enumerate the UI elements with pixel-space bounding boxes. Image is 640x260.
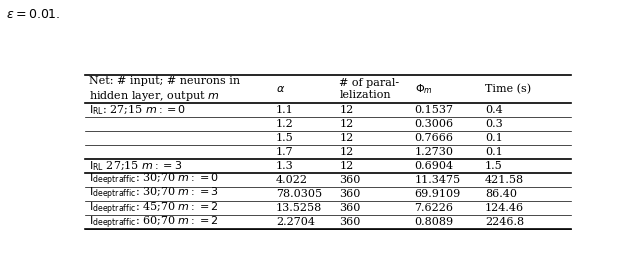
Text: $\mathrm{I_{deeptraffic}}$: 30;70 $m := 0$: $\mathrm{I_{deeptraffic}}$: 30;70 $m := …: [89, 172, 219, 188]
Text: $\Phi_m$: $\Phi_m$: [415, 82, 433, 96]
Text: 124.46: 124.46: [485, 203, 524, 213]
Text: 360: 360: [339, 175, 360, 185]
Text: 0.8089: 0.8089: [415, 217, 454, 228]
Text: 2246.8: 2246.8: [485, 217, 524, 228]
Text: 1.5: 1.5: [276, 133, 294, 143]
Text: $\epsilon = 0.01.$: $\epsilon = 0.01.$: [6, 8, 61, 21]
Text: 0.1537: 0.1537: [415, 105, 454, 115]
Text: 7.6226: 7.6226: [415, 203, 454, 213]
Text: 360: 360: [339, 203, 360, 213]
Text: 0.7666: 0.7666: [415, 133, 454, 143]
Text: 0.3: 0.3: [485, 119, 503, 129]
Text: $\mathrm{I_{deeptraffic}}$: 60;70 $m := 2$: $\mathrm{I_{deeptraffic}}$: 60;70 $m := …: [89, 214, 218, 231]
Text: $\mathrm{I_{deeptraffic}}$: 30;70 $m := 3$: $\mathrm{I_{deeptraffic}}$: 30;70 $m := …: [89, 186, 219, 203]
Text: 2.2704: 2.2704: [276, 217, 315, 228]
Text: 12: 12: [339, 119, 353, 129]
Text: 1.2: 1.2: [276, 119, 294, 129]
Text: 78.0305: 78.0305: [276, 189, 322, 199]
Text: 0.6904: 0.6904: [415, 161, 454, 171]
Text: $\mathrm{I_{deeptraffic}}$: 45;70 $m := 2$: $\mathrm{I_{deeptraffic}}$: 45;70 $m := …: [89, 200, 218, 217]
Text: 360: 360: [339, 217, 360, 228]
Text: 4.022: 4.022: [276, 175, 308, 185]
Text: 0.4: 0.4: [485, 105, 503, 115]
Text: 12: 12: [339, 147, 353, 157]
Text: 13.5258: 13.5258: [276, 203, 323, 213]
Text: 12: 12: [339, 161, 353, 171]
Text: 1.7: 1.7: [276, 147, 294, 157]
Text: 86.40: 86.40: [485, 189, 517, 199]
Text: 421.58: 421.58: [485, 175, 524, 185]
Text: 360: 360: [339, 189, 360, 199]
Text: $\mathrm{I_{RL}}$ 27;15 $m := 3$: $\mathrm{I_{RL}}$ 27;15 $m := 3$: [89, 159, 182, 173]
Text: 11.3475: 11.3475: [415, 175, 461, 185]
Text: Time (s): Time (s): [485, 84, 531, 94]
Text: 1.5: 1.5: [485, 161, 503, 171]
Text: 0.1: 0.1: [485, 147, 503, 157]
Text: 0.3006: 0.3006: [415, 119, 454, 129]
Text: 12: 12: [339, 133, 353, 143]
Text: 1.1: 1.1: [276, 105, 294, 115]
Text: $\mathrm{I_{RL}}$: 27;15 $m := 0$: $\mathrm{I_{RL}}$: 27;15 $m := 0$: [89, 103, 186, 117]
Text: 1.2730: 1.2730: [415, 147, 454, 157]
Text: Net: # input; # neurons in
hidden layer, output $m$: Net: # input; # neurons in hidden layer,…: [89, 76, 240, 103]
Text: $\alpha$: $\alpha$: [276, 84, 285, 94]
Text: # of paral-
lelization: # of paral- lelization: [339, 78, 399, 100]
Text: 69.9109: 69.9109: [415, 189, 461, 199]
Text: 1.3: 1.3: [276, 161, 294, 171]
Text: 0.1: 0.1: [485, 133, 503, 143]
Text: 12: 12: [339, 105, 353, 115]
